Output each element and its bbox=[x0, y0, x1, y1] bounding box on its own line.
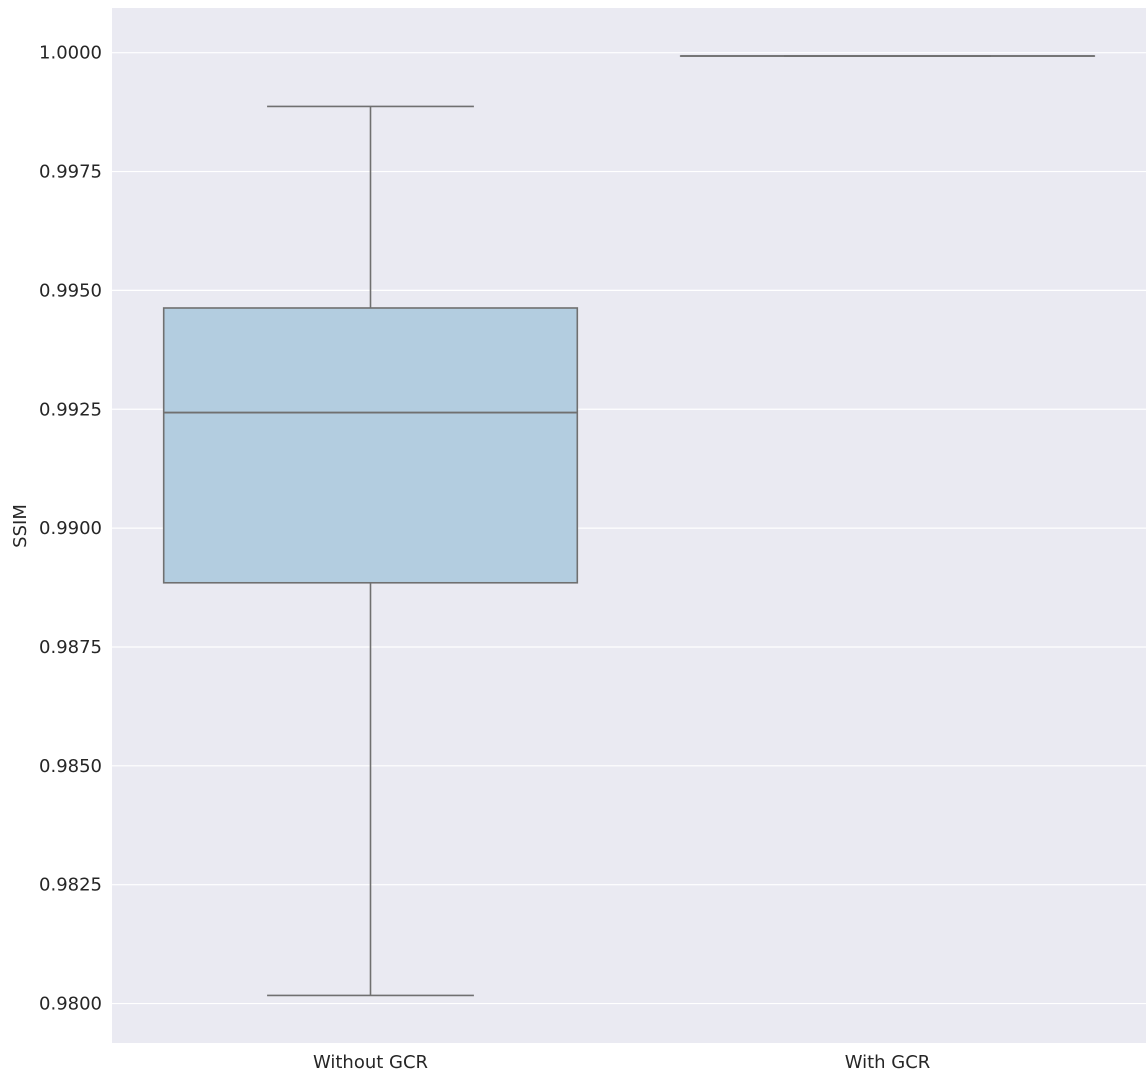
x-tick-label: With GCR bbox=[845, 1052, 931, 1073]
y-tick-label: 0.9950 bbox=[39, 280, 102, 301]
y-tick-label: 0.9825 bbox=[39, 875, 102, 896]
y-tick-label: 0.9975 bbox=[39, 162, 102, 183]
y-tick-label: 0.9800 bbox=[39, 994, 102, 1015]
y-axis-ticks: 0.9800 0.9825 0.9850 0.9875 0.9900 0.9925 0.99… bbox=[39, 43, 102, 1015]
x-axis-ticks: Without GCR With GCR bbox=[313, 1052, 930, 1073]
y-tick-label: 0.9925 bbox=[39, 399, 102, 420]
box-body bbox=[162, 307, 579, 584]
box-series bbox=[162, 55, 1096, 997]
grid-lines bbox=[112, 52, 1146, 1005]
y-axis-label: SSIM bbox=[10, 504, 31, 548]
y-tick-label: 0.9900 bbox=[39, 518, 102, 539]
y-tick-label: 0.9850 bbox=[39, 756, 102, 777]
x-tick-label: Without GCR bbox=[313, 1052, 428, 1073]
y-tick-label: 0.9875 bbox=[39, 637, 102, 658]
box-1 bbox=[162, 105, 579, 997]
y-tick-label: 1.0000 bbox=[39, 43, 102, 64]
